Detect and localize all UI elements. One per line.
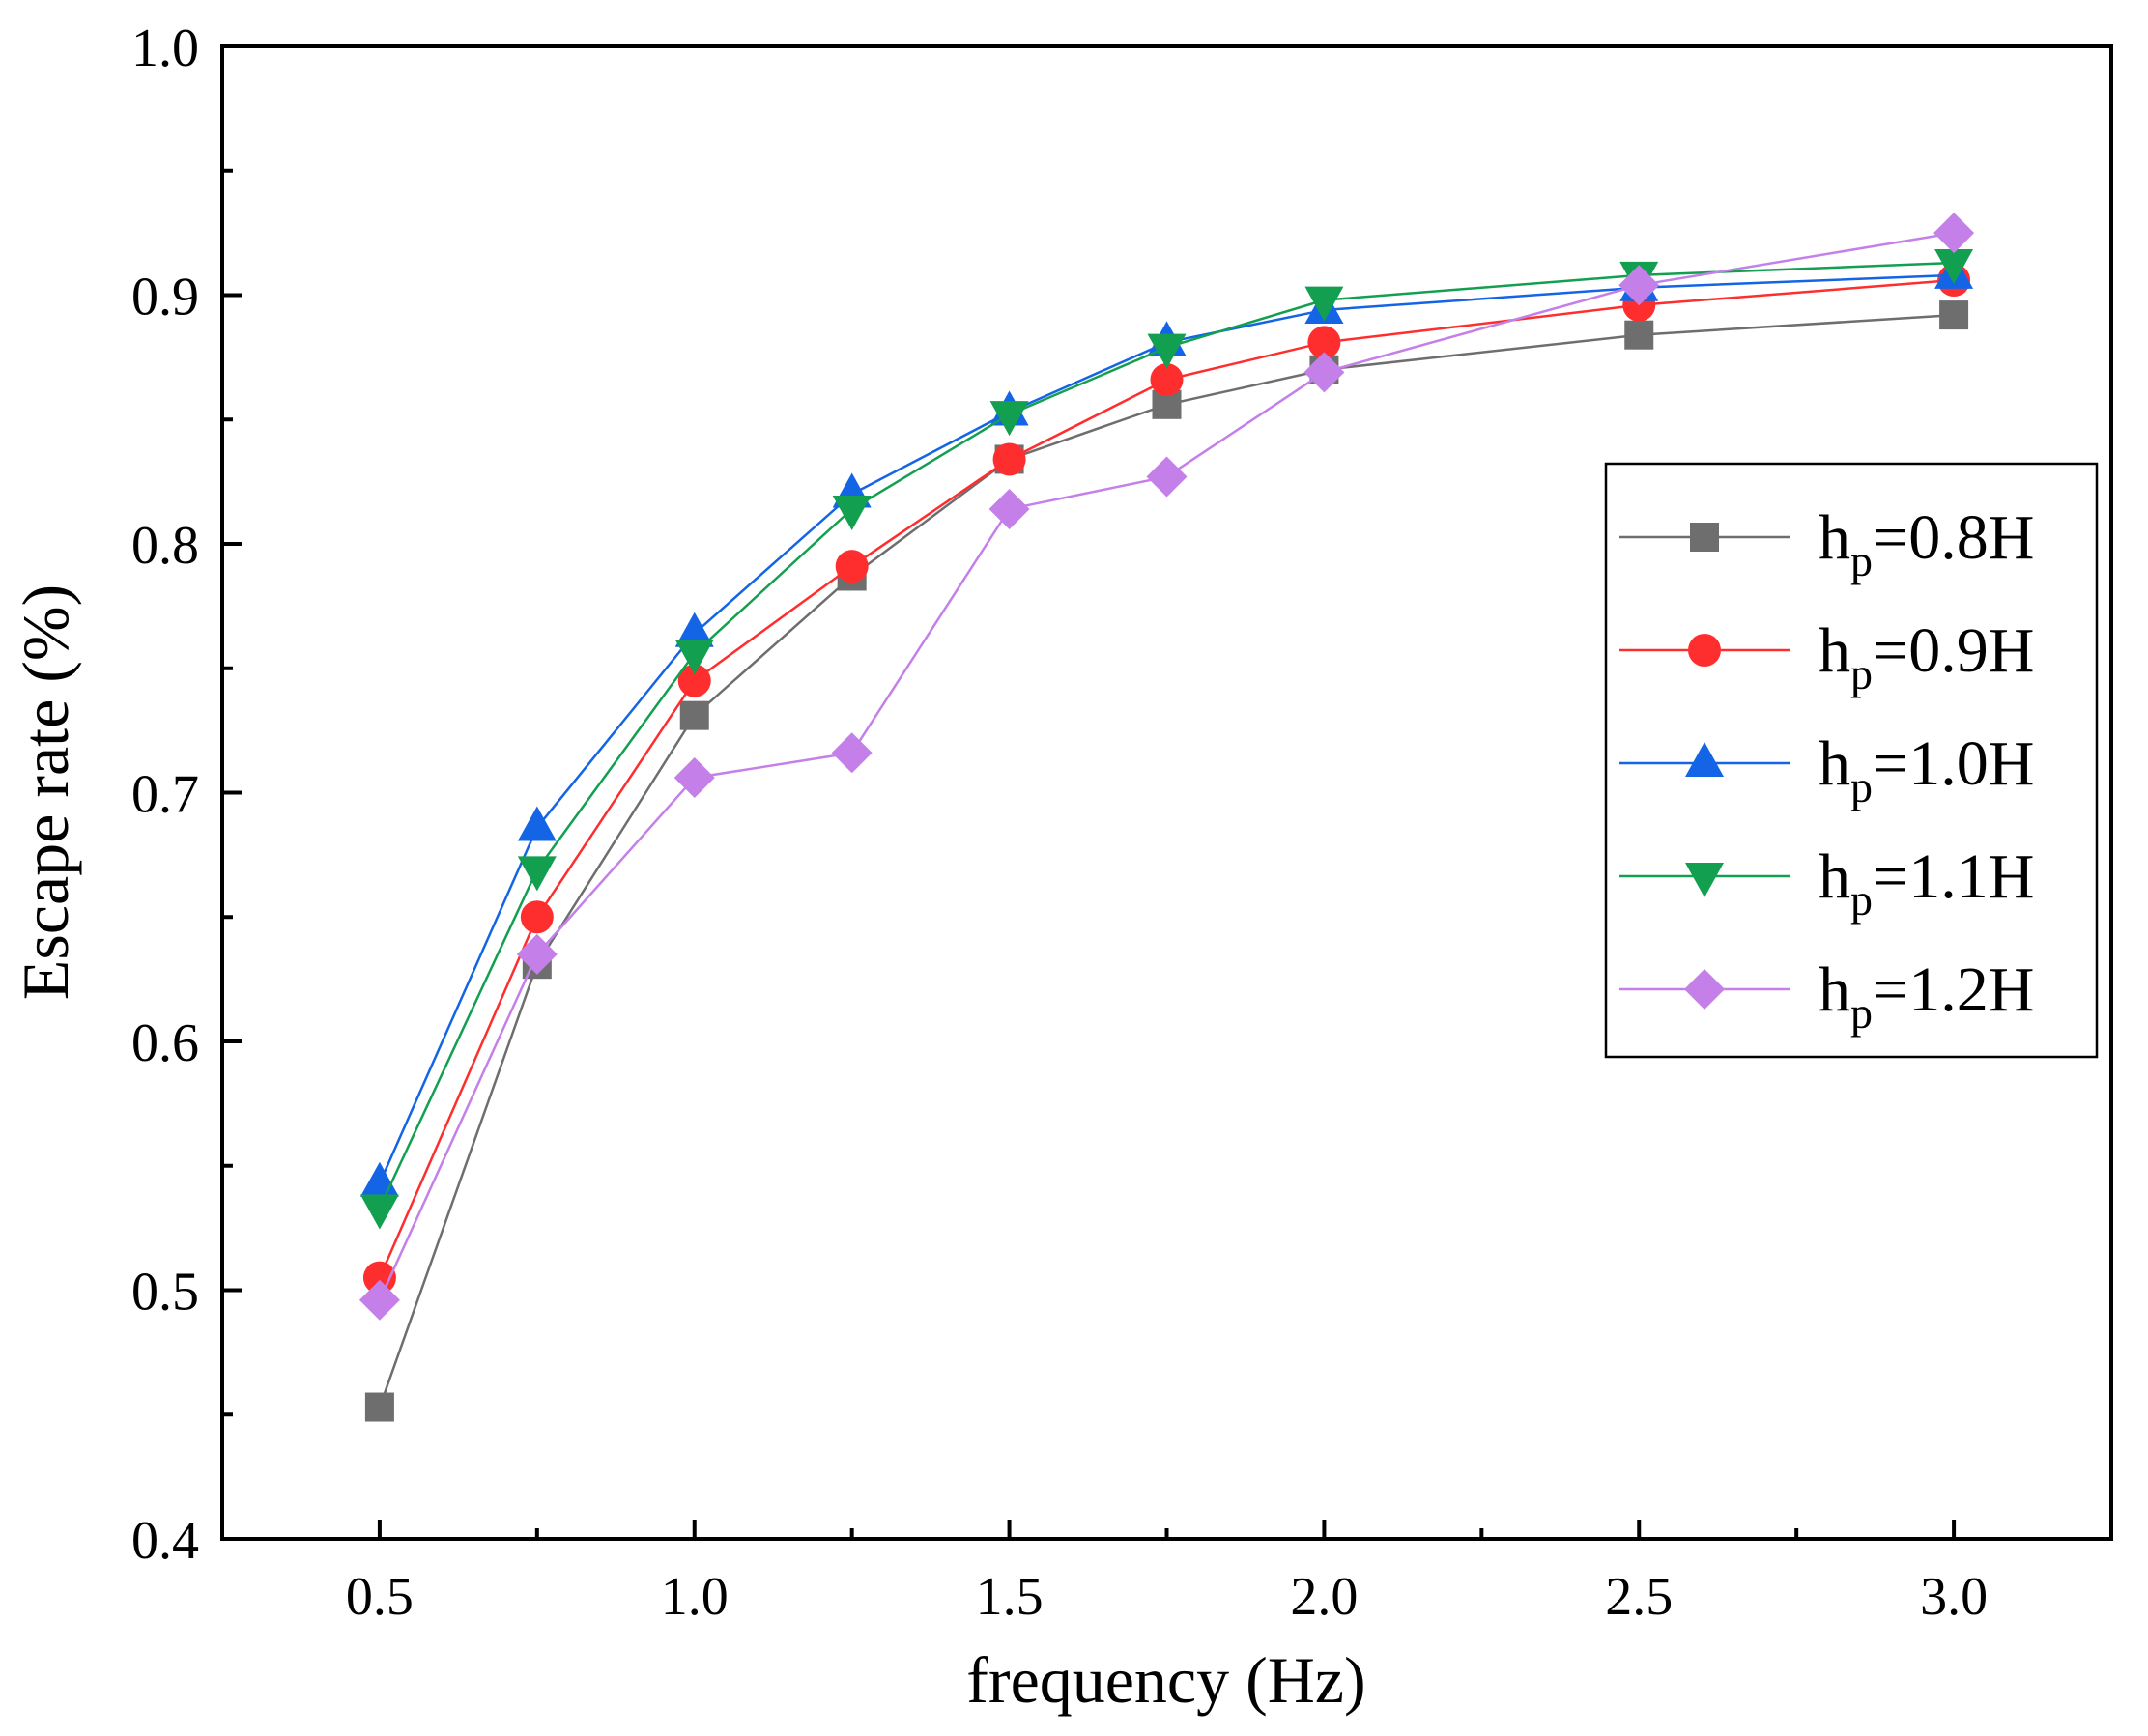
- data-point: [520, 900, 554, 934]
- legend-marker: [1685, 742, 1724, 777]
- y-tick-label: 0.8: [131, 516, 199, 576]
- data-point: [1618, 265, 1660, 306]
- series-1: [362, 264, 1971, 1295]
- legend-box: [1604, 462, 2099, 1059]
- axis-tick-labels: 0.5 1.0 1.5 2.0 2.5 3.0 0.4 0.5 0.6 0.7 0.8 0.9 1.0: [131, 18, 1988, 1627]
- data-point: [674, 612, 714, 647]
- data-point: [835, 550, 869, 583]
- legend-label: hp=0.9H: [1819, 615, 2034, 698]
- data-point: [1146, 456, 1188, 498]
- legend-marker: [1685, 863, 1724, 897]
- data-point: [359, 1194, 399, 1230]
- data-point: [674, 640, 714, 675]
- data-point: [673, 757, 715, 799]
- y-tick-label: 0.4: [131, 1511, 199, 1571]
- legend-marker: [1684, 969, 1725, 1010]
- data-point: [992, 442, 1026, 476]
- x-tick-label: 2.5: [1605, 1567, 1673, 1627]
- data-point: [1303, 352, 1345, 393]
- legend-item: hp=0.9H: [1619, 615, 2034, 698]
- series-4: [358, 213, 1975, 1321]
- data-point: [831, 732, 873, 774]
- x-tick-label: 3.0: [1920, 1567, 1988, 1627]
- y-tick-label: 0.5: [131, 1263, 199, 1323]
- y-axis-title: Escape rate (%): [9, 584, 82, 1000]
- legend-item: hp=1.2H: [1619, 954, 2034, 1038]
- data-point: [1147, 333, 1187, 369]
- legend-item: hp=0.8H: [1619, 502, 2034, 585]
- legend-label: hp=1.1H: [1819, 841, 2034, 925]
- axis-ticks: [222, 44, 1957, 1541]
- data-point: [679, 700, 709, 730]
- data-point: [1307, 326, 1341, 359]
- legend-label: hp=1.0H: [1819, 728, 2034, 811]
- y-tick-label: 0.9: [131, 268, 199, 327]
- y-tick-label: 0.7: [131, 765, 199, 825]
- legend-label: hp=0.8H: [1819, 502, 2034, 585]
- data-point: [364, 1392, 394, 1422]
- data-point: [988, 488, 1030, 529]
- data-point: [1624, 320, 1654, 350]
- data-point: [677, 664, 711, 697]
- legend-marker: [1688, 634, 1721, 667]
- data-point: [517, 806, 557, 841]
- data-point: [517, 856, 557, 892]
- x-axis-title: frequency (Hz): [966, 1643, 1365, 1717]
- data-point: [358, 1279, 400, 1321]
- x-tick-label: 0.5: [346, 1567, 414, 1627]
- data-point: [989, 401, 1029, 437]
- data-point: [1933, 213, 1975, 254]
- data-point: [1304, 286, 1344, 322]
- legend-item: hp=1.0H: [1619, 728, 2034, 811]
- x-tick-label: 1.5: [976, 1567, 1044, 1627]
- y-tick-label: 0.6: [131, 1013, 199, 1073]
- series-layer: [358, 213, 1975, 1422]
- legend-label: hp=1.2H: [1819, 954, 2034, 1038]
- data-point: [1934, 249, 1974, 285]
- series-3: [359, 249, 1974, 1230]
- x-tick-label: 2.0: [1290, 1567, 1358, 1627]
- data-point: [516, 933, 558, 975]
- data-point: [832, 495, 872, 530]
- data-point: [1150, 363, 1184, 397]
- legend-item: hp=1.1H: [1619, 841, 2034, 925]
- x-tick-label: 1.0: [661, 1567, 729, 1627]
- y-tick-label: 1.0: [131, 18, 199, 78]
- data-point: [1939, 300, 1969, 330]
- data-point: [362, 1261, 396, 1295]
- legend-marker: [1690, 523, 1719, 552]
- legend: hp=0.8H hp=0.9H hp=1.0H hp=1.1H hp=1.2H: [1604, 462, 2099, 1059]
